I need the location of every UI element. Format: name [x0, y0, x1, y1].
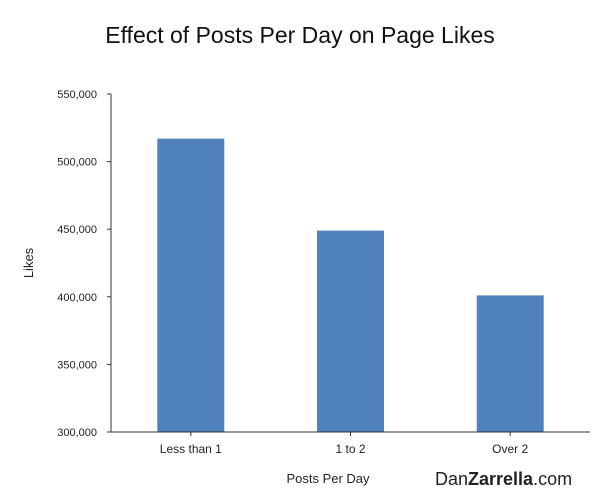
x-tick-label: Over 2 [492, 442, 528, 456]
y-axis-label: Likes [21, 247, 36, 278]
x-tick-label: 1 to 2 [335, 442, 365, 456]
x-tick-label: Less than 1 [160, 442, 222, 456]
x-axis-label: Posts Per Day [286, 471, 370, 486]
watermark-bold: Zarrella [468, 469, 534, 489]
y-tick-label: 300,000 [57, 427, 97, 439]
y-tick-label: 550,000 [57, 89, 97, 101]
bar [317, 230, 384, 432]
y-tick-label: 500,000 [57, 157, 97, 169]
y-tick-label: 450,000 [57, 224, 97, 236]
bar [157, 138, 225, 432]
y-tick-label: 400,000 [57, 292, 97, 304]
bar [476, 295, 544, 432]
chart-title: Effect of Posts Per Day on Page Likes [105, 22, 495, 48]
watermark-logo: DanZarrella.com [435, 468, 572, 490]
y-tick-label: 350,000 [57, 359, 97, 371]
watermark-prefix: Dan [435, 469, 469, 489]
watermark-suffix: .com [533, 469, 573, 489]
